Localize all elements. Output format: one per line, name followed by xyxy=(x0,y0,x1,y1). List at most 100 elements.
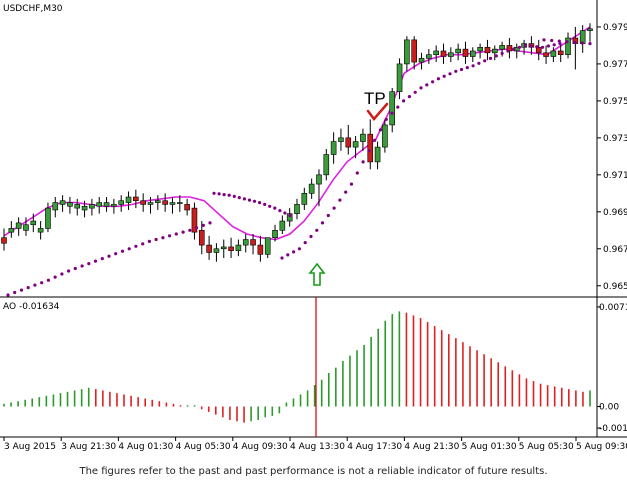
ao-pane xyxy=(3,311,591,423)
candle-body xyxy=(155,200,161,203)
candle-body xyxy=(448,52,454,57)
candle-body xyxy=(382,124,388,148)
sar-dot xyxy=(161,236,165,240)
x-tick-label: 4 Aug 01:30 xyxy=(118,442,173,452)
candle-body xyxy=(345,137,352,148)
candle-body xyxy=(360,133,366,142)
candle-body xyxy=(213,248,220,253)
sar-dot xyxy=(247,198,252,202)
sar-dot xyxy=(232,194,236,198)
candle xyxy=(301,187,308,210)
x-tick-label: 4 Aug 21:30 xyxy=(404,442,459,452)
sar-dot xyxy=(87,262,91,266)
candle xyxy=(1,228,7,251)
y-tick-label: 0.9715 xyxy=(603,171,627,181)
sar-dot xyxy=(278,209,282,213)
candle xyxy=(45,202,51,233)
candle xyxy=(330,132,337,164)
candle-body xyxy=(59,200,66,205)
candle xyxy=(81,200,88,218)
candle-body xyxy=(418,58,425,63)
candle xyxy=(177,195,183,212)
candle-body xyxy=(374,146,381,163)
candle xyxy=(323,148,330,181)
price-chart-title: USDCHF,M30 xyxy=(3,4,63,14)
candle-body xyxy=(389,91,396,126)
sar-dot xyxy=(40,281,44,285)
candle xyxy=(74,198,81,216)
price-pane xyxy=(1,23,593,297)
sar-dot xyxy=(201,223,205,227)
sar-dot xyxy=(73,266,77,271)
y-tick-label: 0.9695 xyxy=(603,208,627,218)
candle xyxy=(484,39,491,61)
candle-body xyxy=(74,204,81,209)
candle xyxy=(404,36,410,72)
candle-body xyxy=(228,246,234,251)
candle-body xyxy=(455,48,461,54)
candle-body xyxy=(404,39,410,65)
sar-dot xyxy=(436,77,440,81)
candle-body xyxy=(308,183,315,194)
candle xyxy=(455,43,461,61)
sar-dot xyxy=(227,193,231,197)
candle-body xyxy=(162,200,168,205)
candle-body xyxy=(557,50,564,55)
candle-body xyxy=(45,207,51,229)
sar-dot xyxy=(297,247,301,251)
x-tick-label: 5 Aug 09:30 xyxy=(576,442,627,452)
sar-dot xyxy=(60,272,64,276)
candle xyxy=(96,197,103,214)
sar-dot xyxy=(402,99,406,103)
sar-dot xyxy=(442,74,446,78)
sar-dot xyxy=(258,201,262,205)
candle xyxy=(23,217,29,236)
sar-dot xyxy=(349,182,354,186)
candle-body xyxy=(111,204,117,207)
sar-dot xyxy=(471,64,475,68)
candle xyxy=(184,198,190,216)
candle xyxy=(535,39,542,61)
sar-dot xyxy=(208,221,212,225)
y-tick-label: 0.9675 xyxy=(603,245,627,255)
candle xyxy=(206,235,212,260)
sar-dot xyxy=(384,117,388,121)
sar-dot xyxy=(80,264,84,268)
sar-dot xyxy=(268,204,272,208)
sar-dot xyxy=(477,61,481,65)
candle xyxy=(118,195,124,212)
candle xyxy=(169,197,176,214)
candle xyxy=(360,128,366,151)
candle-body xyxy=(81,205,88,211)
sar-dot xyxy=(573,40,577,44)
sar-dot xyxy=(500,51,504,56)
sar-dot xyxy=(222,193,226,197)
x-tick-label: 3 Aug 2015 xyxy=(4,442,56,452)
sar-dot xyxy=(517,45,522,49)
sar-dot xyxy=(565,40,569,44)
candle xyxy=(345,124,352,155)
candle xyxy=(191,202,198,240)
candle-body xyxy=(184,204,190,211)
candle xyxy=(111,198,117,214)
x-tick-label: 5 Aug 05:30 xyxy=(519,442,574,452)
candle-body xyxy=(367,133,374,163)
y-tick-label: 0.9655 xyxy=(603,282,627,292)
sar-dot xyxy=(431,80,435,84)
sar-dot xyxy=(361,160,365,164)
sar-dot xyxy=(419,86,423,90)
sar-dot xyxy=(283,211,287,215)
sar-dot xyxy=(494,54,498,58)
candle-body xyxy=(250,239,256,246)
candle xyxy=(550,47,557,63)
sar-dot xyxy=(19,288,24,292)
sar-dot xyxy=(512,47,516,51)
sar-dot xyxy=(425,83,429,87)
sar-dot xyxy=(315,228,319,232)
candle xyxy=(155,195,161,210)
candle xyxy=(242,233,249,253)
sar-dot xyxy=(332,206,336,210)
candle-body xyxy=(169,202,176,205)
candle-body xyxy=(67,202,73,207)
sar-dot xyxy=(523,43,527,48)
